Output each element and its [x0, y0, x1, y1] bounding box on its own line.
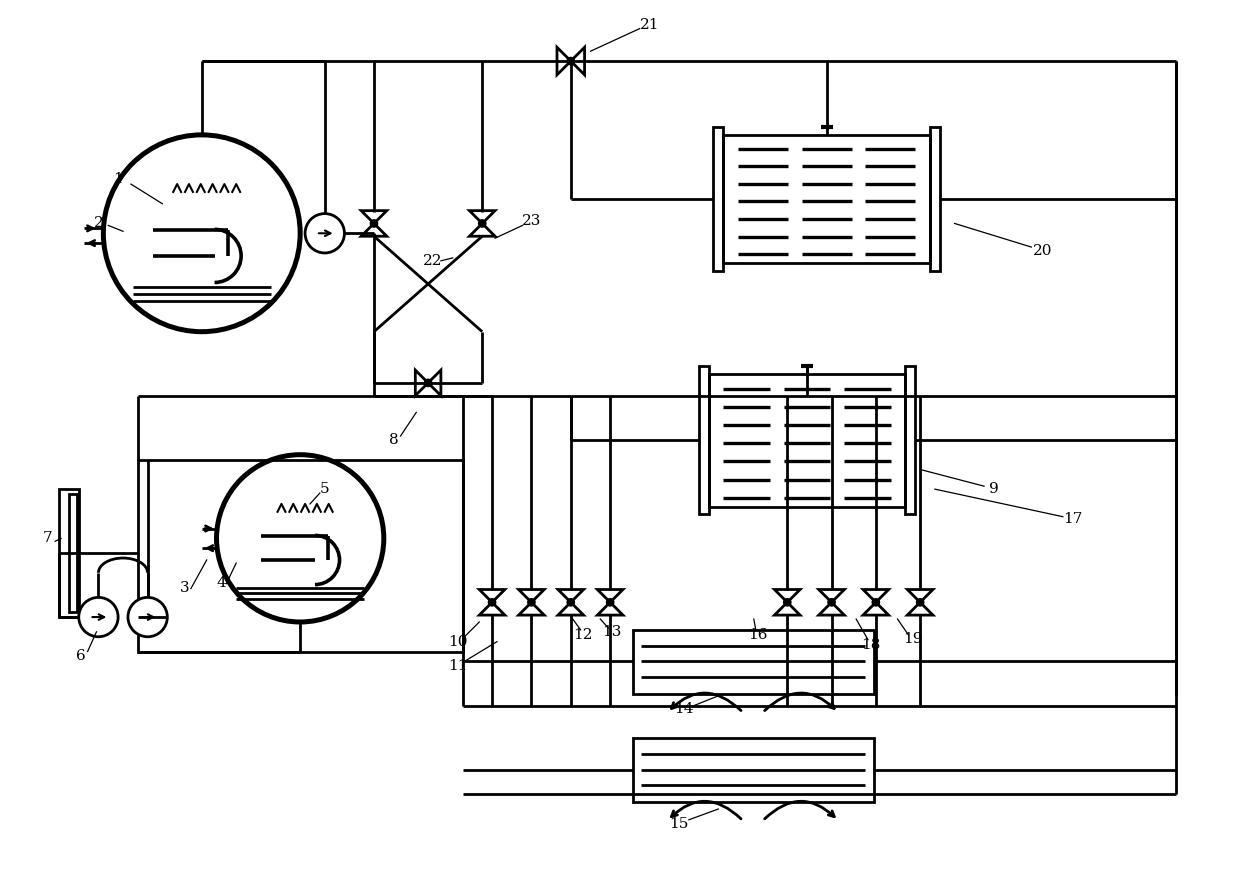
Text: 13: 13	[602, 625, 622, 639]
Circle shape	[128, 597, 167, 637]
Text: 18: 18	[861, 637, 881, 651]
Circle shape	[479, 221, 486, 227]
Text: 8: 8	[389, 433, 399, 447]
Circle shape	[79, 597, 118, 637]
Circle shape	[489, 599, 496, 605]
Polygon shape	[819, 603, 844, 615]
Polygon shape	[864, 589, 888, 603]
Text: 11: 11	[447, 659, 467, 673]
Polygon shape	[558, 603, 584, 615]
Polygon shape	[558, 589, 584, 603]
Text: 21: 21	[639, 17, 659, 31]
Text: 14: 14	[674, 702, 694, 716]
Circle shape	[784, 599, 790, 605]
Bar	[633, 630, 873, 694]
Polygon shape	[470, 223, 496, 236]
Text: 12: 12	[572, 628, 592, 642]
Bar	[714, 127, 724, 270]
Bar	[633, 738, 873, 802]
Text: 17: 17	[1063, 512, 1083, 526]
Polygon shape	[415, 370, 429, 396]
Bar	[724, 135, 930, 262]
Text: 15: 15	[669, 817, 689, 831]
Circle shape	[370, 221, 377, 227]
Text: 10: 10	[447, 635, 467, 649]
Bar	[69, 494, 77, 612]
Bar	[59, 489, 79, 617]
Text: 4: 4	[217, 576, 227, 589]
Circle shape	[829, 599, 835, 605]
Polygon shape	[362, 211, 387, 223]
Text: 1: 1	[113, 172, 123, 186]
Text: 7: 7	[42, 531, 52, 545]
Polygon shape	[362, 223, 387, 236]
Bar	[930, 127, 940, 270]
Polygon shape	[774, 589, 800, 603]
Circle shape	[917, 599, 923, 605]
Circle shape	[607, 599, 613, 605]
Polygon shape	[907, 589, 933, 603]
Circle shape	[425, 380, 431, 385]
Text: 16: 16	[748, 628, 767, 642]
Text: 3: 3	[180, 581, 190, 595]
Polygon shape	[864, 603, 888, 615]
Circle shape	[567, 599, 574, 605]
Polygon shape	[774, 603, 800, 615]
Polygon shape	[429, 370, 441, 396]
Text: 6: 6	[76, 650, 85, 664]
Polygon shape	[597, 603, 623, 615]
Text: 19: 19	[903, 631, 923, 646]
Text: 23: 23	[522, 215, 541, 228]
Bar	[138, 460, 462, 651]
Circle shape	[103, 135, 300, 331]
Polygon shape	[558, 47, 571, 75]
Bar	[906, 366, 916, 514]
Circle shape	[305, 214, 344, 253]
Circle shape	[217, 454, 384, 622]
Circle shape	[529, 599, 534, 605]
Polygon shape	[479, 589, 504, 603]
Bar	[699, 366, 709, 514]
Polygon shape	[479, 603, 504, 615]
Polygon shape	[907, 603, 933, 615]
Text: 5: 5	[320, 482, 330, 496]
Polygon shape	[519, 603, 544, 615]
Text: 20: 20	[1033, 244, 1053, 258]
Polygon shape	[470, 211, 496, 223]
Text: 9: 9	[989, 482, 999, 496]
Polygon shape	[571, 47, 585, 75]
Circle shape	[873, 599, 878, 605]
Polygon shape	[519, 589, 544, 603]
Bar	[709, 374, 906, 507]
Polygon shape	[597, 589, 623, 603]
Text: 2: 2	[94, 216, 103, 230]
Circle shape	[567, 58, 574, 64]
Polygon shape	[819, 589, 844, 603]
Text: 22: 22	[424, 254, 442, 268]
